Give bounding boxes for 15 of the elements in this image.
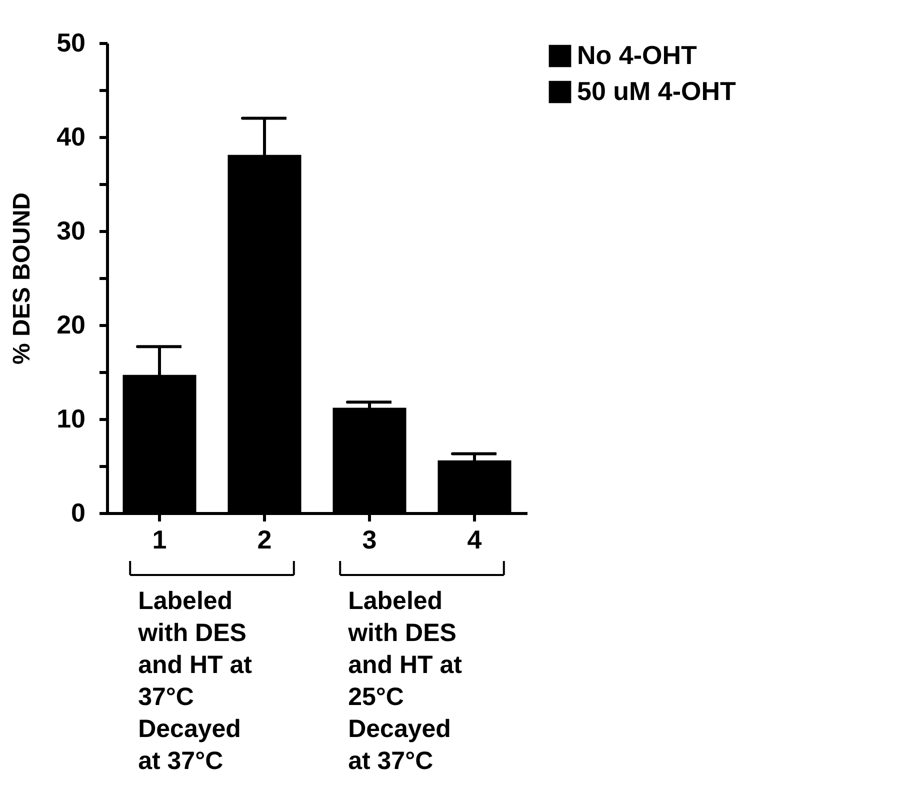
y-tick-label: 20 [56, 310, 86, 340]
x-tick-label: 2 [257, 524, 272, 554]
y-tick-label: 10 [56, 404, 86, 434]
y-axis-title: % DES BOUND [8, 192, 36, 365]
x-tick-label: 3 [362, 524, 377, 554]
legend-label: No 4-OHT [577, 40, 697, 70]
y-tick-label: 50 [56, 28, 86, 58]
text: Labeled with DES and HT at 37°C Decayed at 37°C [137, 587, 253, 775]
y-tick-label: 0 [71, 498, 86, 528]
x-tick-label: 1 [152, 524, 167, 554]
legend-label: 50 uM 4-OHT [577, 76, 736, 106]
y-tick-label: 30 [56, 216, 86, 246]
x-tick-label: 4 [467, 524, 482, 554]
y-tick-label: 40 [56, 122, 86, 152]
text: Labeled with DES and HT at 25°C Decayed at 37°C [347, 587, 463, 775]
